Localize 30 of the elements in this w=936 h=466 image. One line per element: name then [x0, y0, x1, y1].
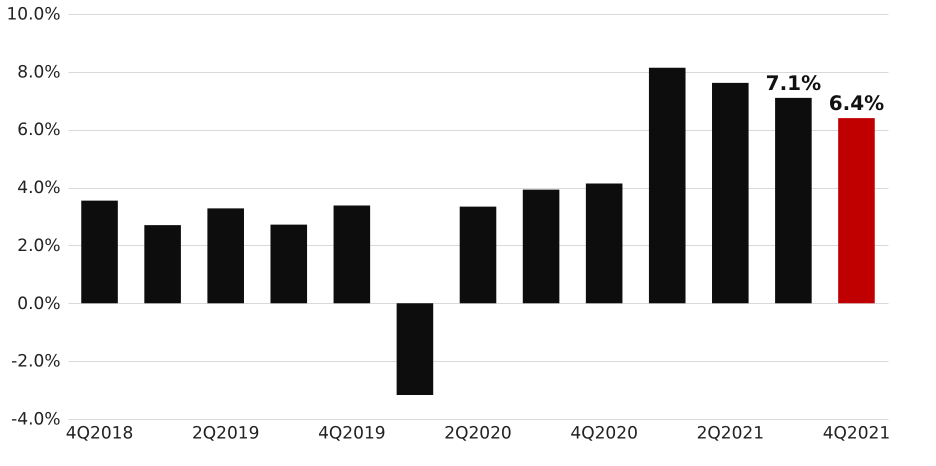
bar [648, 68, 686, 304]
y-tick-label: 4.0% [17, 178, 60, 198]
bar [460, 206, 496, 304]
data-label: 6.4% [828, 91, 884, 116]
bar [396, 303, 434, 395]
bar [81, 200, 118, 304]
y-tick-label: 2.0% [17, 236, 60, 256]
bar [838, 118, 875, 304]
bar [207, 208, 244, 304]
bar [522, 190, 560, 304]
y-tick-label: 0.0% [17, 294, 60, 314]
y-tick-label: 10.0% [6, 4, 60, 24]
y-tick-label: 6.0% [17, 120, 60, 140]
data-label: 7.1% [766, 70, 822, 95]
x-tick-label: 2Q2020 [444, 424, 512, 444]
x-tick-label: 4Q2020 [570, 424, 638, 444]
bar [775, 98, 812, 304]
x-tick-label: 4Q2018 [66, 424, 134, 444]
bar [334, 206, 370, 304]
bar [144, 225, 181, 304]
y-tick-label: -2.0% [11, 352, 60, 372]
y-tick-label: 8.0% [17, 62, 60, 82]
bar [270, 224, 308, 304]
y-tick-label: -4.0% [11, 410, 60, 430]
x-tick-label: 2Q2019 [192, 424, 260, 444]
x-tick-label: 2Q2021 [696, 424, 764, 444]
x-tick-label: 4Q2021 [822, 424, 890, 444]
bar [712, 82, 749, 304]
x-tick-label: 4Q2019 [318, 424, 386, 444]
bar [586, 184, 622, 304]
